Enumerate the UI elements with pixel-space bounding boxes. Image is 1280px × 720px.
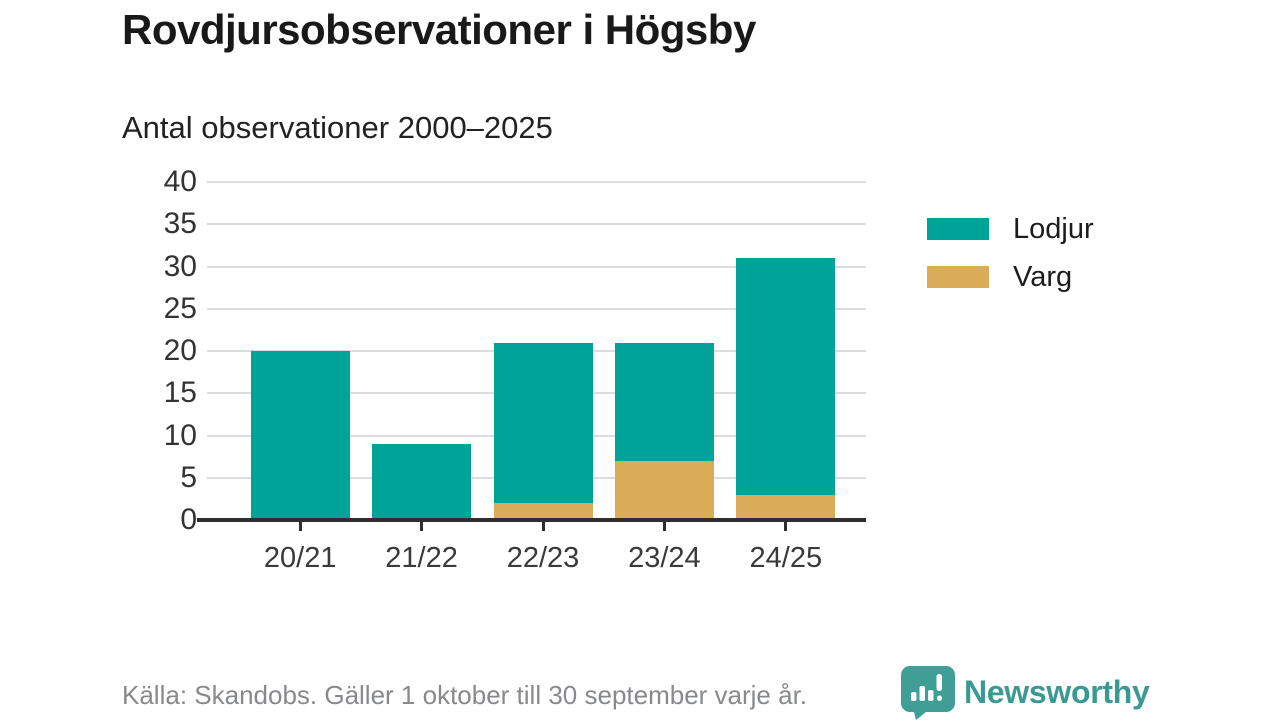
- x-axis-line: [197, 518, 866, 522]
- bar-24-25-lodjur: [736, 258, 836, 495]
- legend-item-lodjur: Lodjur: [927, 212, 1094, 245]
- source-note: Källa: Skandobs. Gäller 1 oktober till 3…: [122, 680, 808, 710]
- gridline-25: [207, 307, 866, 310]
- y-tick-label-40: 40: [163, 165, 197, 198]
- bar-22-23-varg: [493, 503, 593, 520]
- x-tick-label-20-21: 20/21: [263, 542, 337, 574]
- x-tick-22-23: [541, 522, 545, 531]
- newsworthy-bubble-icon: [901, 666, 955, 720]
- x-tick-label-21-22: 21/22: [385, 542, 458, 574]
- legend-swatch-lodjur: [927, 218, 989, 240]
- y-tick-label-20: 20: [163, 334, 197, 367]
- plot-area: 20/21 21/22 22/23 23/24 24/25: [197, 181, 866, 574]
- gridline-30: [207, 265, 866, 268]
- legend-item-varg: Varg: [927, 260, 1094, 293]
- y-tick-label-0: 0: [180, 503, 197, 536]
- bar-20-21-lodjur: [250, 351, 350, 520]
- bar-24-25-varg: [736, 494, 836, 520]
- newsworthy-wordmark: Newsworthy: [964, 673, 1150, 710]
- newsworthy-logo: Newsworthy: [898, 664, 1150, 720]
- x-tick-label-22-23: 22/23: [506, 542, 580, 574]
- y-tick-label-5: 5: [180, 460, 197, 494]
- gridline-35: [207, 223, 866, 226]
- chart-subtitle: Antal observationer 2000–2025: [122, 110, 553, 145]
- y-tick-label-15: 15: [163, 376, 197, 410]
- x-tick-24-25: [784, 522, 788, 531]
- x-tick-label-24-25: 24/25: [749, 542, 823, 574]
- x-tick-21-22: [420, 522, 424, 531]
- page-title: Rovdjursobservationer i Högsby: [122, 6, 756, 53]
- legend: Lodjur Varg: [927, 212, 1094, 310]
- legend-label-lodjur: Lodjur: [1013, 212, 1094, 245]
- y-tick-label-30: 30: [163, 249, 197, 283]
- bar-23-24-varg: [614, 460, 714, 520]
- legend-label-varg: Varg: [1013, 260, 1073, 293]
- y-tick-label-25: 25: [163, 291, 197, 325]
- y-tick-label-10: 10: [163, 418, 197, 452]
- y-tick-label-35: 35: [163, 207, 197, 241]
- bar-22-23-lodjur: [493, 342, 593, 504]
- x-tick-label-23-24: 23/24: [628, 542, 701, 574]
- x-tick-20-21: [298, 522, 302, 531]
- gridline-40: [207, 181, 866, 183]
- bar-23-24-lodjur: [614, 342, 714, 461]
- legend-swatch-varg: [927, 266, 989, 288]
- bar-21-22-lodjur: [372, 443, 472, 520]
- x-tick-23-24: [662, 522, 666, 531]
